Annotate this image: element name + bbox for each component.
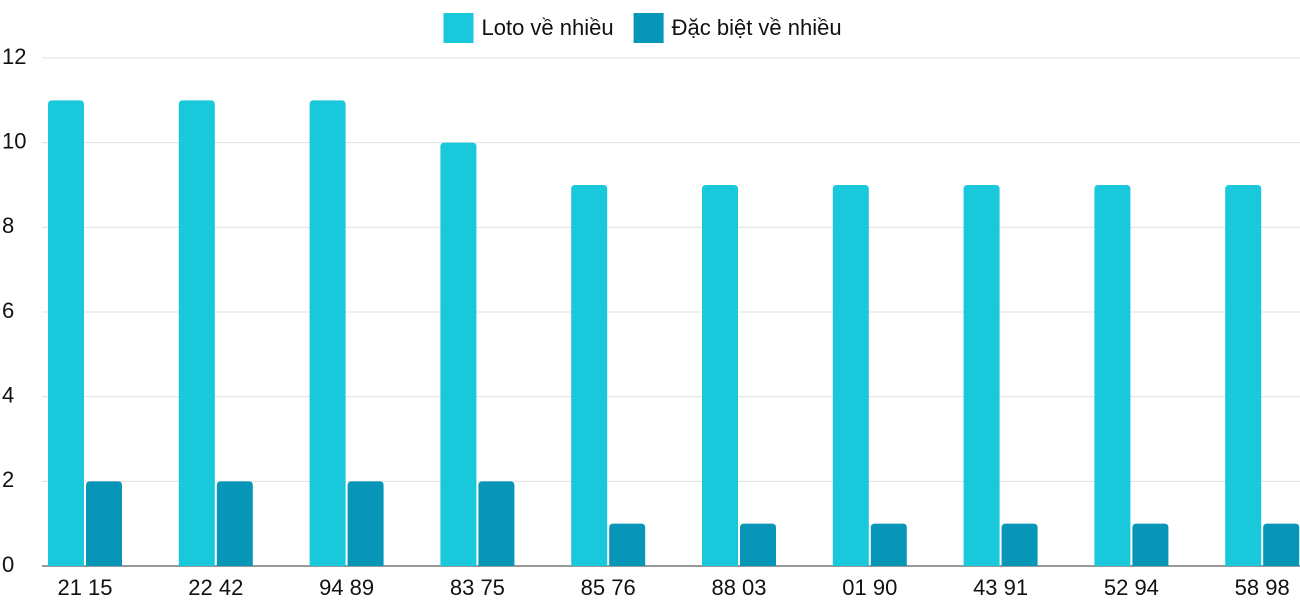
x-tick-label: 01 90 <box>842 575 897 600</box>
bar <box>86 481 122 566</box>
bar <box>309 100 346 566</box>
legend-swatch <box>443 13 474 43</box>
x-tick-label: 94 89 <box>319 575 374 600</box>
bar <box>571 185 608 566</box>
bar <box>216 481 253 566</box>
bar <box>870 523 907 566</box>
x-tick-label: 85 76 <box>581 575 636 600</box>
bar <box>609 523 646 566</box>
x-tick-label: 52 94 <box>1104 575 1159 600</box>
bar <box>478 481 515 566</box>
bar <box>1001 523 1038 566</box>
bar <box>440 142 477 566</box>
y-tick-label: 6 <box>2 298 14 323</box>
legend-label: Đặc biệt về nhiều <box>672 15 842 40</box>
bar <box>347 481 384 566</box>
bar <box>1132 523 1169 566</box>
bar <box>832 185 869 566</box>
bar <box>702 185 738 566</box>
bar <box>178 100 215 566</box>
y-tick-label: 4 <box>2 382 14 407</box>
bar <box>963 185 1000 566</box>
x-tick-label: 58 98 <box>1235 575 1290 600</box>
x-tick-label: 43 91 <box>973 575 1028 600</box>
x-tick-label: 21 15 <box>57 575 112 600</box>
y-tick-label: 8 <box>2 213 14 238</box>
x-tick-label: 22 42 <box>188 575 243 600</box>
y-tick-label: 2 <box>2 467 14 492</box>
y-tick-label: 10 <box>2 128 26 153</box>
legend-swatch <box>633 13 664 43</box>
x-tick-label: 83 75 <box>450 575 505 600</box>
y-tick-label: 12 <box>2 44 26 69</box>
legend-label: Loto về nhiều <box>482 15 614 40</box>
y-tick-label: 0 <box>2 552 14 577</box>
x-tick-label: 88 03 <box>711 575 766 600</box>
bar <box>1263 523 1300 566</box>
bar <box>48 100 84 566</box>
bar <box>1225 185 1262 566</box>
bar <box>1094 185 1131 566</box>
bar <box>740 523 776 566</box>
